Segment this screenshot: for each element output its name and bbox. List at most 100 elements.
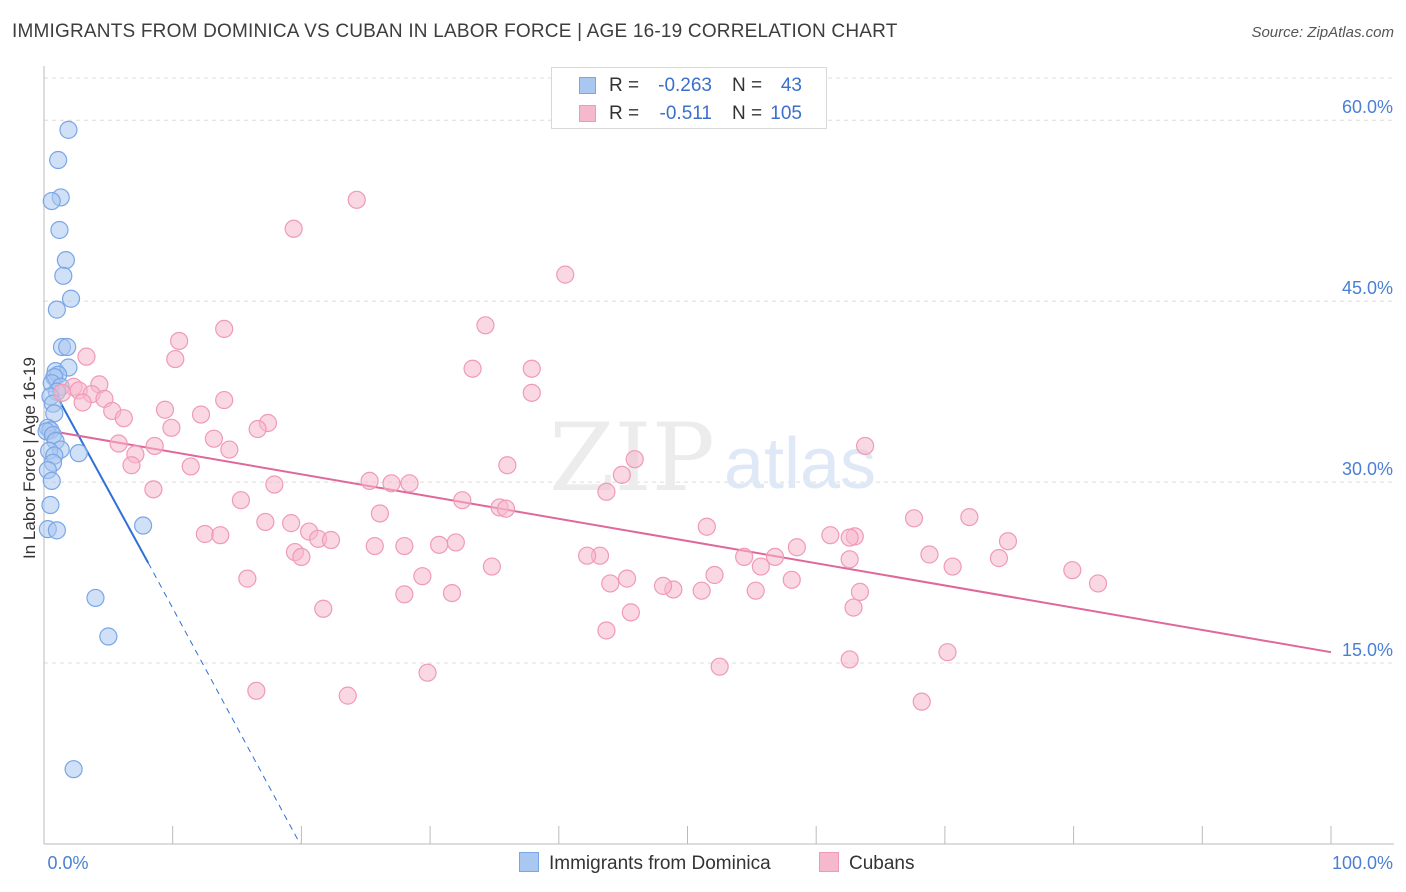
y-axis-label: In Labor Force | Age 16-19 [20, 357, 39, 559]
cuban-point [765, 547, 785, 567]
dominica-point [99, 627, 118, 646]
dominica-point [69, 444, 88, 463]
stats-legend: R = -0.263 N = 43 R = -0.511 N = 105 [551, 67, 827, 129]
source-credit: Source: ZipAtlas.com [1251, 24, 1394, 41]
blue-swatch [519, 852, 539, 872]
pink-swatch [579, 105, 596, 122]
cuban-point [522, 383, 541, 402]
cuban-point [556, 265, 575, 284]
legend-row-dominica: R = -0.263 N = 43 [552, 73, 826, 101]
cuban-point [697, 517, 716, 536]
cuban-point [195, 524, 214, 544]
cuban-point [612, 465, 631, 484]
cuban-point [1088, 574, 1108, 593]
cuban-point [109, 434, 128, 453]
dominica-point [50, 220, 69, 240]
cuban-point [938, 643, 957, 662]
cuban-point [998, 532, 1018, 551]
legend-row-cubans: R = -0.511 N = 105 [552, 101, 826, 129]
data-points [37, 120, 1108, 779]
cuban-point [597, 482, 616, 501]
x-tick-label: 0.0% [47, 853, 88, 873]
cuban-point [751, 557, 770, 576]
cuban-point [400, 474, 419, 493]
tick-labels: 15.0% 30.0% 45.0% 60.0% 0.0% 100.0% [47, 97, 1393, 873]
cuban-point [601, 574, 620, 593]
r-label: R = [609, 103, 640, 124]
cuban-point [904, 509, 924, 528]
cuban-point [710, 657, 729, 676]
cuban-point [912, 692, 931, 711]
chart-title: IMMIGRANTS FROM DOMINICA VS CUBAN IN LAB… [12, 21, 898, 42]
cuban-point [653, 576, 673, 595]
cuban-point [705, 565, 724, 585]
cuban-point [692, 581, 711, 600]
cuban-point [395, 585, 414, 604]
cuban-point [73, 393, 92, 412]
r-value: -0.511 [659, 103, 712, 124]
legend-item-cubans: Cubans [819, 852, 915, 875]
cuban-point [856, 436, 875, 456]
cuban-point [578, 546, 597, 565]
cuban-point [181, 457, 200, 476]
cuban-point [114, 409, 133, 428]
cuban-point [292, 547, 311, 567]
cuban-point [215, 319, 234, 339]
cuban-point [231, 491, 251, 510]
cuban-point [463, 359, 482, 378]
cuban-point [144, 480, 163, 499]
cuban-point [211, 526, 230, 545]
cuban-point [204, 429, 223, 448]
dominica-point [49, 150, 68, 170]
cuban-point [382, 474, 401, 493]
dominica-points [37, 120, 153, 779]
cuban-point [476, 316, 495, 335]
cuban-point [844, 598, 863, 617]
cuban-point [625, 450, 644, 469]
dominica-point [58, 337, 77, 357]
cuban-trend-line [46, 429, 1332, 654]
dominica-point [64, 760, 83, 779]
cuban-point [145, 436, 164, 456]
cuban-point [498, 456, 517, 475]
dominica-point [41, 495, 60, 515]
dominica-point [61, 289, 81, 308]
cuban-point [162, 418, 181, 437]
cuban-point [418, 663, 437, 682]
cuban-point [52, 383, 72, 402]
dominica-point [47, 521, 66, 540]
cuban-point [256, 512, 275, 532]
cuban-point [395, 536, 414, 556]
cuban-point [77, 347, 96, 366]
dominica-point [54, 266, 73, 285]
cuban-point [220, 440, 239, 459]
cuban-point [370, 504, 390, 523]
cuban-point [284, 219, 303, 238]
dominica-point [42, 471, 61, 491]
blue-swatch [579, 77, 596, 94]
cuban-point [850, 582, 870, 601]
cuban-point [496, 499, 516, 518]
legend-label: Immigrants from Dominica [549, 853, 771, 874]
cuban-point [746, 581, 765, 600]
cuban-point [920, 545, 939, 564]
cuban-point [735, 547, 754, 567]
y-tick-label: 15.0% [1342, 640, 1393, 660]
cuban-point [821, 526, 840, 545]
cuban-point [365, 536, 384, 556]
n-label: N = [732, 103, 763, 124]
cuban-point [413, 567, 432, 586]
cuban-point [321, 530, 341, 550]
cuban-point [265, 475, 284, 494]
cuban-point [989, 549, 1009, 568]
dominica-point [56, 251, 75, 270]
watermark-atlas: atlas [724, 424, 876, 504]
n-label: N = [732, 75, 763, 96]
r-label: R = [609, 75, 640, 96]
cuban-points [52, 190, 1108, 711]
axes [43, 66, 1394, 845]
cuban-point [482, 557, 501, 576]
cuban-point [215, 390, 234, 410]
cuban-point [122, 456, 141, 475]
